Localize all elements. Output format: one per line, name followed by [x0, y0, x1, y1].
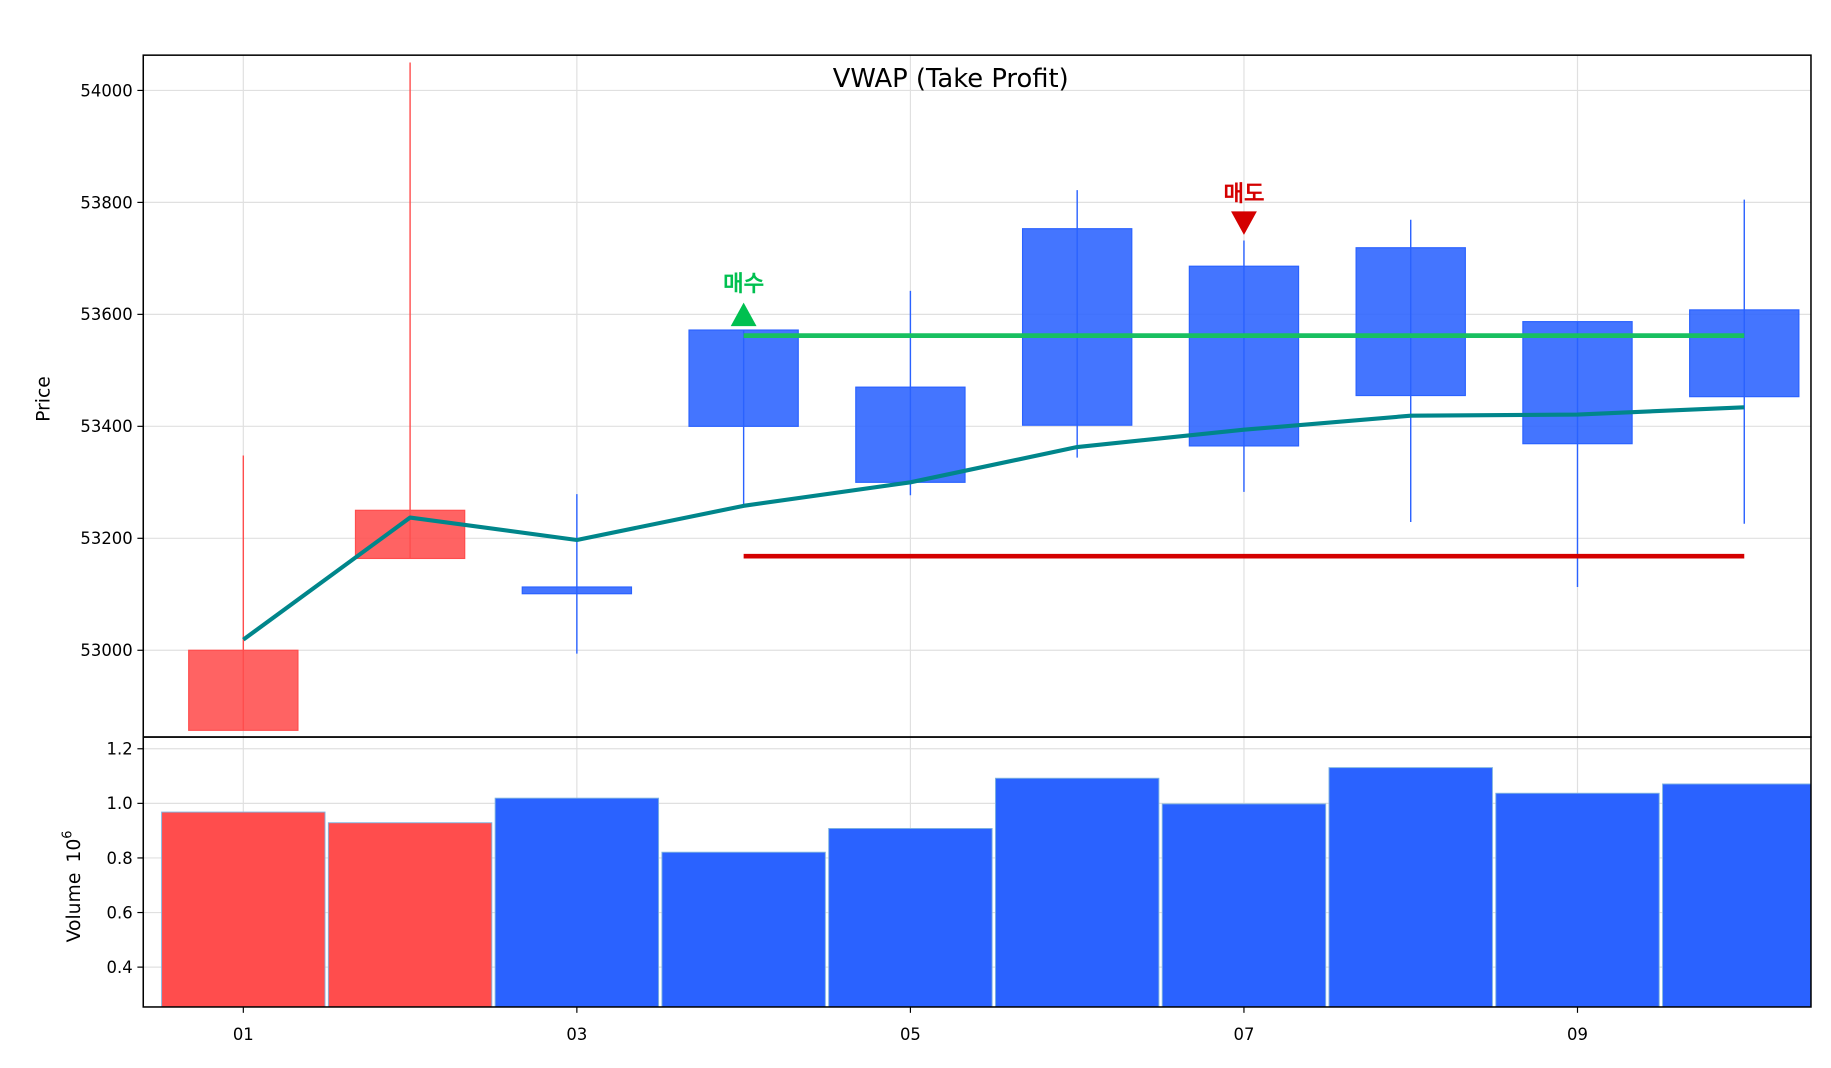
price-tick-label: 53000 — [80, 641, 132, 660]
ticks: 01 03 05 07 09 53000 53200 53400 53600 53800 54000… — [80, 81, 1588, 1044]
candle-body — [1021, 228, 1133, 426]
lines — [242, 333, 1745, 642]
price-tick-label: 53200 — [80, 529, 132, 548]
volume-tick-label: 1.2 — [107, 740, 133, 759]
price-axis-label: Price — [33, 376, 54, 422]
volume-axes-frame — [142, 736, 1812, 1008]
chart-title: VWAP (Take Profit) — [833, 64, 1069, 94]
x-tick-label: 01 — [233, 1025, 254, 1044]
price-tick-label: 53800 — [80, 193, 132, 212]
volume-bar — [1161, 803, 1327, 1008]
volume-bar — [828, 828, 993, 1008]
sell-marker-label: 매도 — [1223, 181, 1264, 207]
candle-body — [521, 586, 633, 595]
candle-body — [688, 329, 799, 427]
candle-body — [1188, 265, 1300, 447]
markers: 매수 매도 — [723, 181, 1264, 327]
price-tick-label: 53400 — [80, 417, 132, 436]
candles — [188, 62, 1800, 731]
volume-bar — [327, 822, 493, 1008]
volume-tick-label: 0.4 — [107, 958, 133, 977]
volume-bar — [161, 811, 326, 1008]
buy-arrow-icon — [730, 302, 757, 327]
volume-bar — [1328, 767, 1493, 1008]
volume-bars — [161, 767, 1812, 1008]
volume-scale-label: 106 — [61, 831, 85, 863]
candle-body — [1355, 247, 1466, 397]
candle-body — [354, 509, 466, 560]
candle-body — [855, 386, 966, 483]
x-tick-label: 03 — [566, 1025, 587, 1044]
x-tick-label: 09 — [1567, 1025, 1588, 1044]
candle-body — [188, 649, 299, 731]
x-tick-label: 05 — [900, 1025, 921, 1044]
volume-bar — [494, 797, 660, 1008]
sell-arrow-icon — [1231, 211, 1257, 235]
volume-bar — [994, 777, 1160, 1008]
candle-body — [1522, 321, 1633, 445]
price-tick-label: 54000 — [80, 81, 132, 100]
volume-label: Volume — [64, 873, 85, 943]
price-tick-label: 53600 — [80, 305, 132, 324]
volume-bar — [661, 851, 826, 1008]
volume-axis-label: Volume — [64, 873, 85, 943]
volume-tick-label: 0.8 — [107, 849, 133, 868]
vwap-line — [242, 405, 1745, 642]
x-tick-label: 07 — [1233, 1025, 1254, 1044]
candle-body — [1689, 309, 1800, 398]
volume-bar — [1495, 792, 1660, 1008]
volume-bar — [1662, 783, 1812, 1008]
volume-tick-label: 1.0 — [107, 794, 133, 813]
buy-marker-label: 매수 — [723, 271, 764, 297]
volume-tick-label: 0.6 — [107, 903, 133, 922]
